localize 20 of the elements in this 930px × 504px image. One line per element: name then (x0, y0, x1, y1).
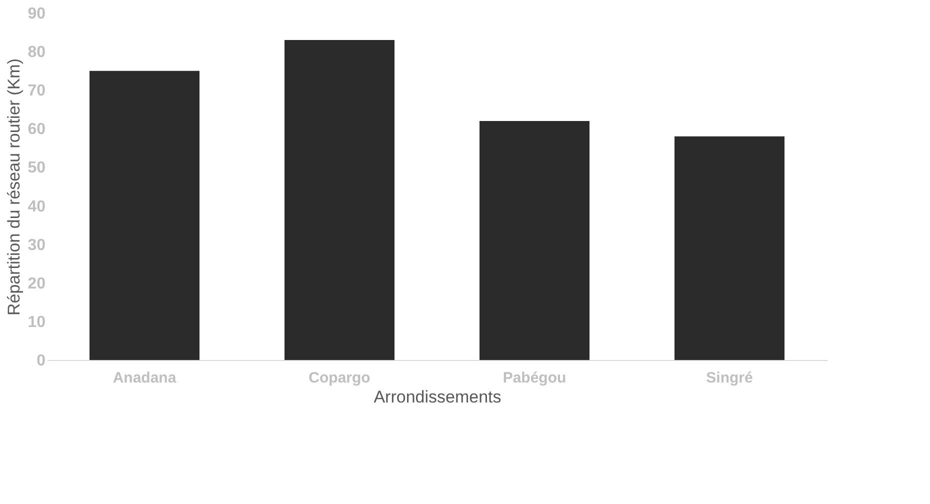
bar (674, 136, 784, 360)
y-tick-label: 40 (28, 198, 46, 216)
y-axis-title: Répartition du réseau routier (Km) (4, 58, 24, 316)
x-tick-label: Singré (706, 370, 753, 386)
y-tick-label: 90 (28, 6, 46, 22)
y-tick-label: 50 (28, 160, 46, 177)
bar (480, 120, 590, 360)
y-tick-label: 10 (28, 314, 46, 331)
y-tick-label: 30 (28, 236, 46, 254)
y-tick-label: 20 (28, 275, 46, 292)
bar (90, 70, 200, 360)
x-tick-label: Copargo (308, 370, 370, 386)
x-axis-title: Arrondissements (374, 388, 502, 406)
x-tick-label: Pabégou (502, 370, 566, 386)
y-tick-label: 70 (28, 82, 46, 100)
y-tick-label: 80 (28, 44, 46, 62)
y-tick-label: 60 (28, 121, 46, 138)
x-tick-label: Anadana (112, 370, 177, 386)
y-tick-label: 0 (36, 352, 46, 370)
bar (284, 40, 394, 360)
